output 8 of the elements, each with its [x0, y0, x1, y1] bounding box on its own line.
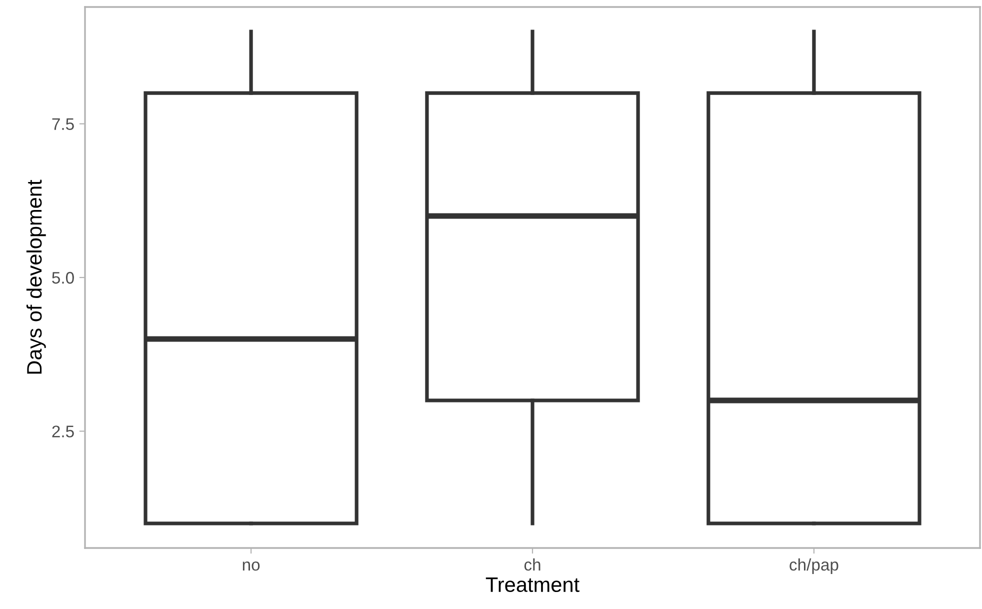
- y-axis-title: Days of development: [26, 180, 46, 374]
- x-axis-title: Treatment: [486, 577, 580, 592]
- x-tick-label: no: [242, 562, 260, 571]
- y-tick-label: 2.5: [52, 426, 74, 438]
- x-tick-label: ch: [524, 558, 540, 571]
- y-tick-label: 5.0: [52, 272, 74, 284]
- y-tick-label: 7.5: [52, 118, 74, 130]
- x-tick-label: ch/pap: [790, 558, 838, 574]
